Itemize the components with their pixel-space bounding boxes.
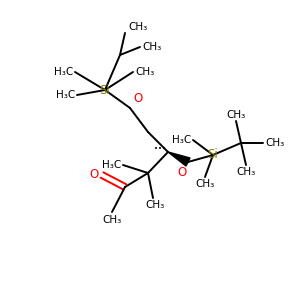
Text: Si: Si [208,148,218,161]
Text: Si: Si [100,83,110,97]
Text: CH₃: CH₃ [102,215,122,225]
Text: CH₃: CH₃ [142,42,161,52]
Text: O: O [178,166,187,179]
Text: O: O [133,92,142,105]
Text: CH₃: CH₃ [226,110,246,120]
Text: CH₃: CH₃ [135,67,154,77]
Text: H₃C: H₃C [172,135,191,145]
Text: H₃C: H₃C [56,90,75,100]
Text: CH₃: CH₃ [146,200,165,210]
Text: CH₃: CH₃ [195,179,214,189]
Text: CH₃: CH₃ [236,167,256,177]
Text: H₃C: H₃C [102,160,121,170]
Text: •••: ••• [154,146,166,152]
Text: O: O [90,169,99,182]
Text: CH₃: CH₃ [265,138,284,148]
Text: CH₃: CH₃ [128,22,147,32]
Polygon shape [168,152,190,166]
Text: H₃C: H₃C [54,67,73,77]
